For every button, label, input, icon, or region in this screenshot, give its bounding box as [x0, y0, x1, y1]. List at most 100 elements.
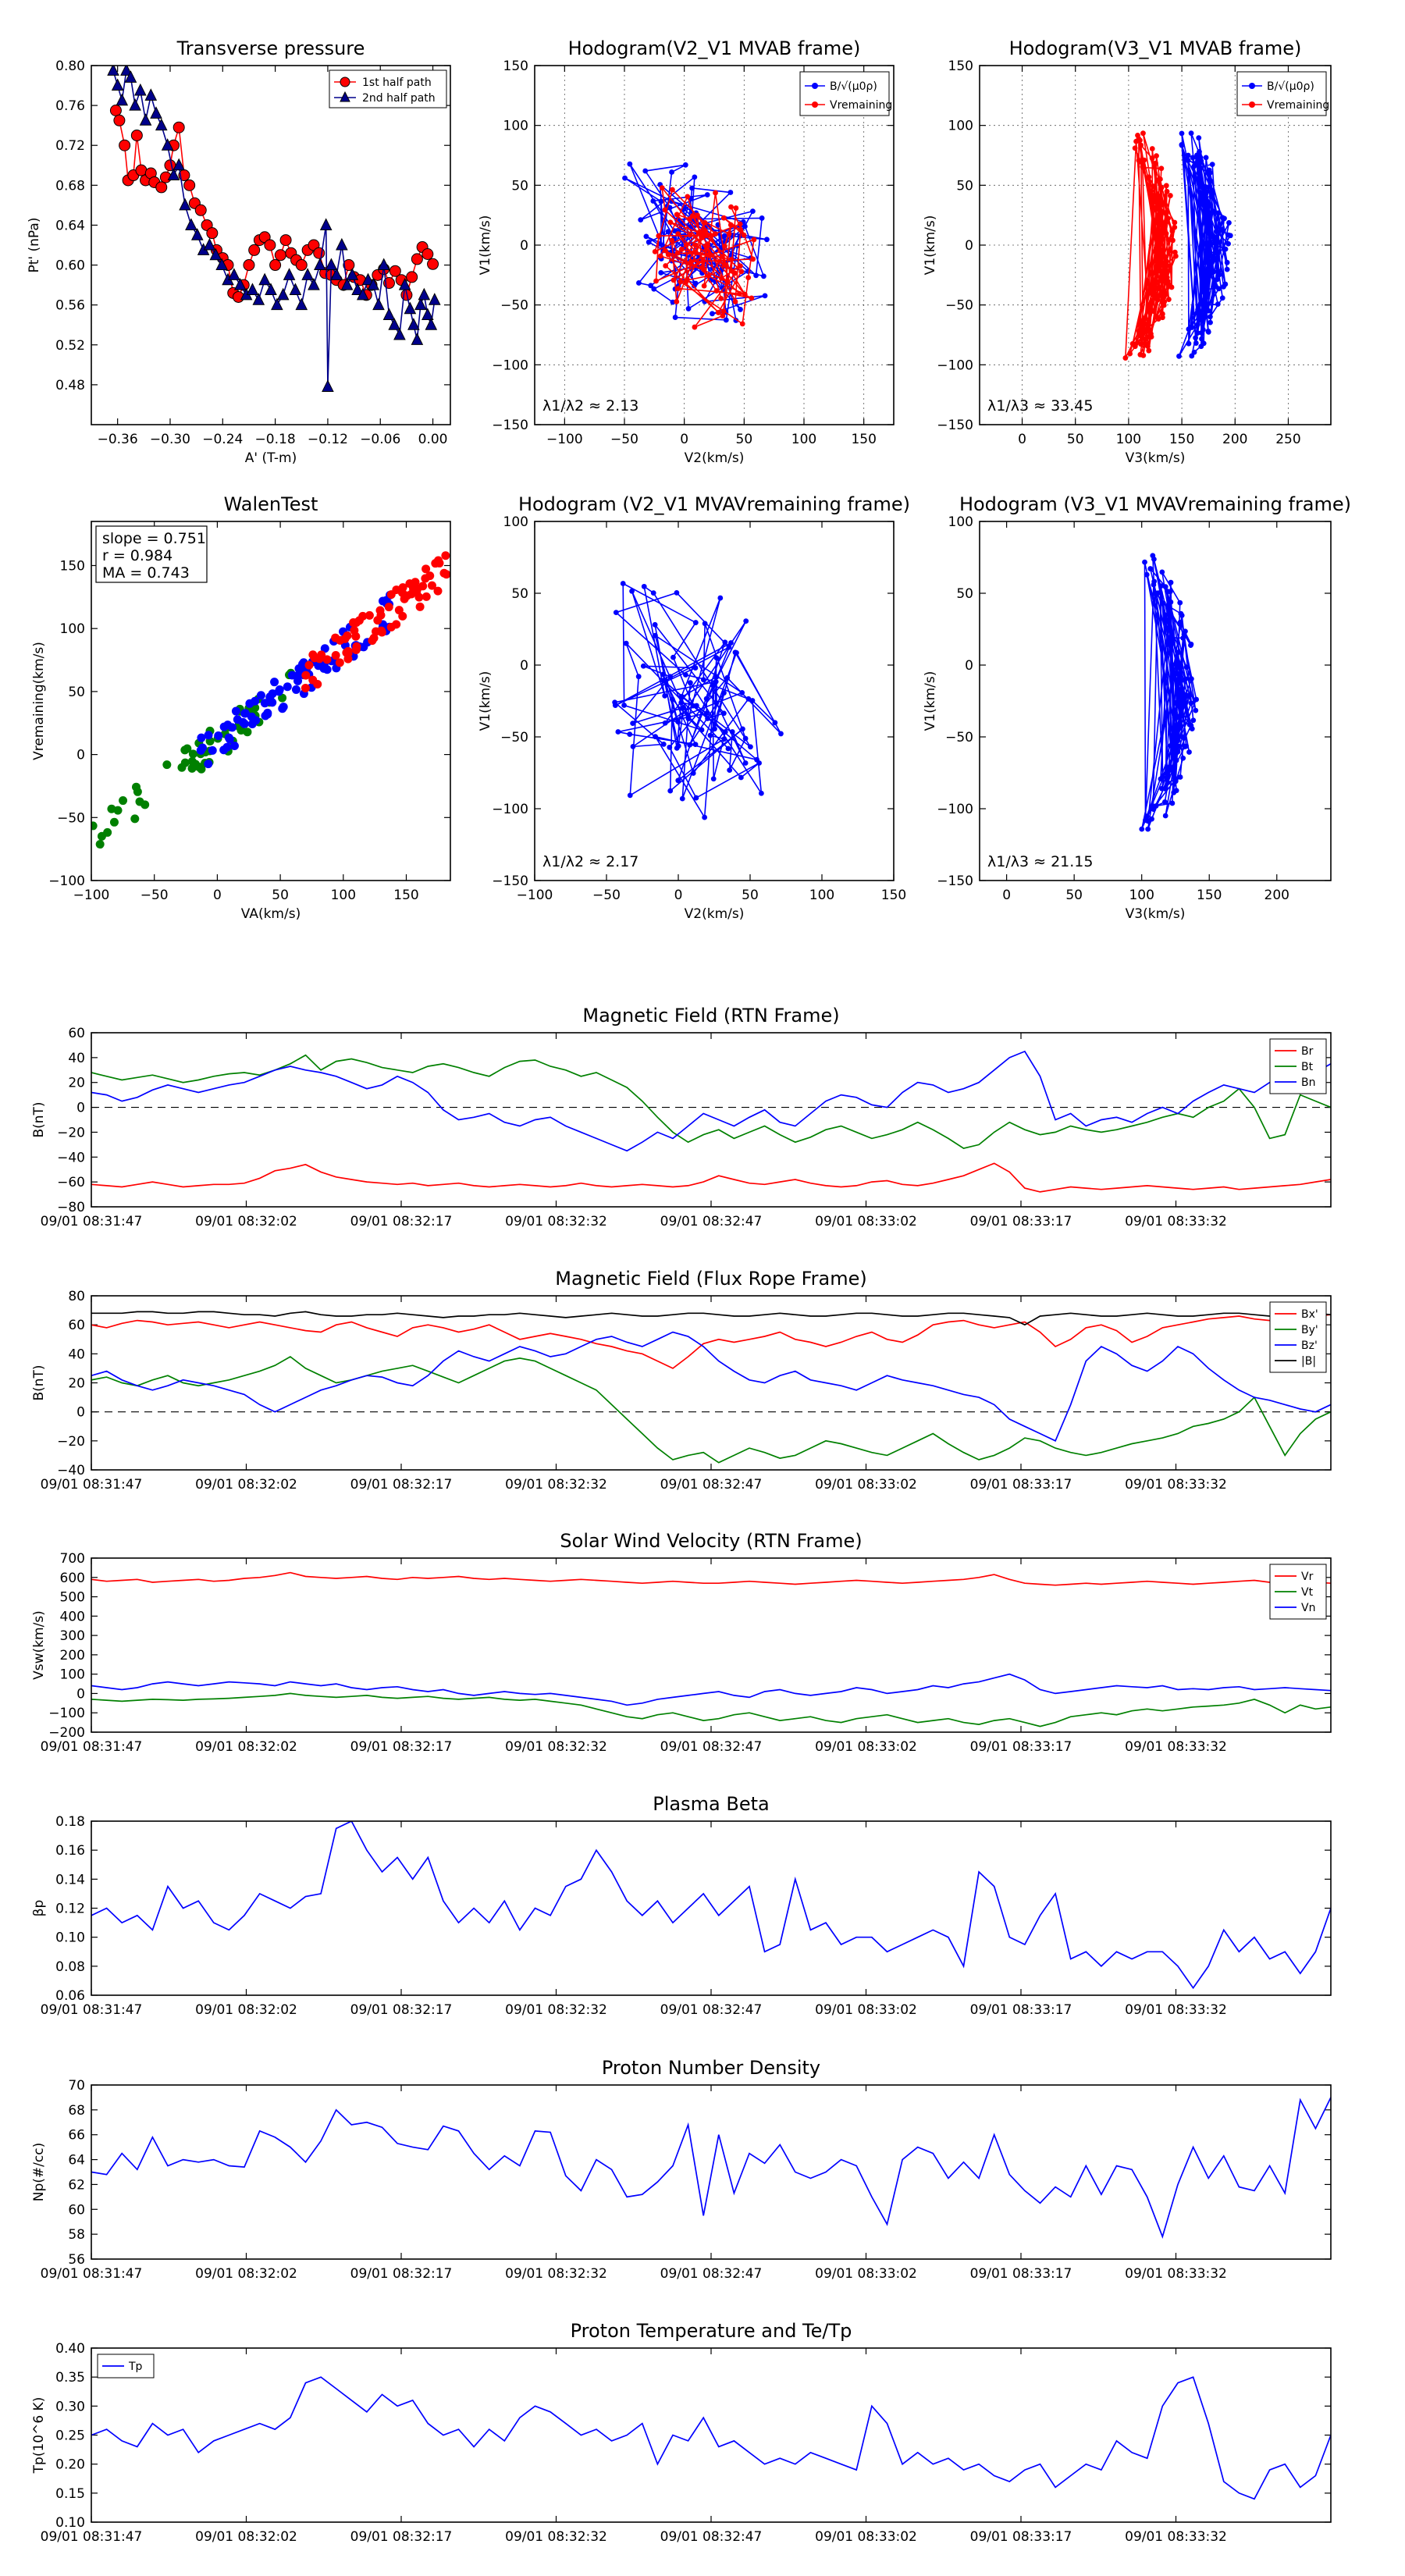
- x-tick-label: 09/01 08:32:32: [505, 2266, 607, 2282]
- legend: B/√(μ0ρ) Vremaining: [799, 71, 892, 116]
- data-point: [1132, 145, 1138, 151]
- data-point: [1141, 157, 1147, 163]
- data-point: [1168, 599, 1174, 605]
- legend-label: 2nd half path: [362, 92, 436, 105]
- data-point: [1159, 201, 1165, 208]
- data-point: [269, 259, 282, 272]
- series-line: [91, 1355, 1331, 1464]
- x-axis-label: V2(km/s): [685, 450, 745, 466]
- data-point: [742, 291, 748, 297]
- data-point: [1205, 246, 1211, 251]
- legend-label: Bn: [1301, 1076, 1315, 1089]
- data-point: [1170, 237, 1176, 244]
- data-point: [1176, 743, 1183, 749]
- x-tick-label: 09/01 08:31:47: [41, 1739, 143, 1755]
- data-point: [209, 247, 222, 261]
- data-point: [728, 204, 734, 210]
- data-point: [719, 254, 725, 259]
- data-point: [1145, 826, 1151, 832]
- data-point: [672, 315, 678, 320]
- data-point: [308, 277, 320, 290]
- data-point: [351, 632, 361, 641]
- data-point: [1199, 329, 1204, 336]
- y-tick-label: 0: [520, 658, 528, 674]
- data-point: [1142, 559, 1147, 565]
- data-point: [713, 674, 720, 680]
- data-point: [758, 790, 764, 796]
- data-point: [1194, 322, 1200, 328]
- y-tick-label: 0.25: [55, 2428, 85, 2444]
- y-tick-label: 0.15: [55, 2486, 85, 2502]
- data-point: [675, 286, 681, 292]
- legend-label: |B|: [1301, 1355, 1316, 1368]
- data-point: [1153, 160, 1158, 166]
- data-point: [206, 227, 219, 240]
- data-point: [627, 161, 633, 167]
- data-point: [228, 268, 240, 280]
- data-point: [1206, 308, 1211, 314]
- y-tick-label: 50: [956, 586, 973, 602]
- data-point: [762, 293, 768, 299]
- data-point: [695, 212, 700, 219]
- x-tick-label: 09/01 08:33:32: [1125, 2529, 1227, 2545]
- data-point: [739, 690, 745, 696]
- data-point: [1209, 162, 1215, 168]
- data-point: [721, 710, 727, 717]
- data-point: [636, 280, 642, 286]
- data-point: [1167, 193, 1173, 198]
- x-tick-label: 09/01 08:31:47: [41, 2002, 143, 2018]
- data-point: [1221, 283, 1226, 290]
- data-point: [1152, 295, 1158, 301]
- data-point: [411, 333, 424, 345]
- legend-marker: [812, 83, 818, 89]
- data-point: [1154, 590, 1161, 596]
- x-tick-label: 09/01 08:32:02: [195, 1739, 297, 1755]
- data-point: [103, 827, 112, 837]
- data-point: [1165, 605, 1172, 611]
- data-point: [703, 710, 710, 717]
- legend-label: By': [1301, 1324, 1318, 1336]
- data-point: [1165, 780, 1171, 785]
- data-point: [1140, 130, 1146, 137]
- data-point: [681, 705, 687, 710]
- data-point: [725, 745, 731, 752]
- data-point: [308, 675, 318, 685]
- data-point: [252, 293, 265, 305]
- data-point: [699, 727, 705, 733]
- data-point: [1153, 279, 1158, 286]
- data-point: [700, 258, 706, 264]
- series-line: [91, 2376, 1331, 2500]
- data-point: [1176, 649, 1181, 656]
- legend-label: B/√(μ0ρ): [1267, 80, 1314, 93]
- data-point: [287, 671, 297, 680]
- data-point: [191, 760, 201, 769]
- data-point: [271, 297, 283, 311]
- data-point: [268, 698, 277, 707]
- data-point: [1226, 220, 1232, 226]
- y-tick-label: 40: [68, 1347, 85, 1362]
- data-point: [139, 113, 152, 126]
- x-tick-label: 09/01 08:33:32: [1125, 2266, 1227, 2282]
- chart-3: WalenTest −100 −50 0 50 100 150 −100 −50 0 50 100 15…: [31, 493, 451, 922]
- data-point: [727, 190, 734, 195]
- y-tick-label: 700: [60, 1551, 85, 1567]
- data-point: [685, 716, 692, 722]
- data-point: [692, 620, 699, 625]
- data-point: [623, 640, 629, 646]
- y-tick-label: 0: [76, 1405, 85, 1421]
- data-point: [422, 564, 431, 574]
- y-tick-label: 0.56: [55, 298, 85, 314]
- data-point: [340, 277, 354, 290]
- series-line: [91, 1314, 1331, 1369]
- data-point: [1183, 743, 1190, 749]
- data-point: [233, 277, 247, 290]
- y-tick-label: 56: [68, 2252, 85, 2268]
- x-tick-label: 09/01 08:33:02: [815, 2529, 917, 2545]
- data-point: [1167, 282, 1172, 288]
- data-point: [418, 287, 431, 301]
- data-point: [612, 699, 618, 706]
- data-point: [1216, 286, 1222, 292]
- data-point: [689, 213, 695, 219]
- data-point: [1186, 749, 1192, 755]
- data-point: [1207, 250, 1213, 256]
